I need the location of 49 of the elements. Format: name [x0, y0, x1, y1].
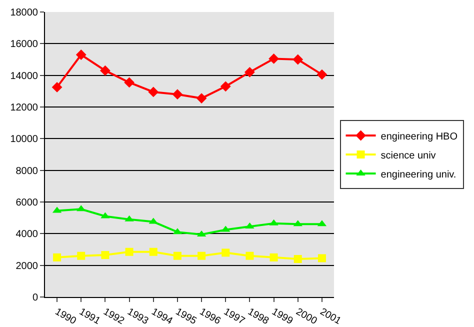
y-tick-label: 8000: [16, 166, 38, 177]
point: [198, 252, 206, 260]
point: [172, 89, 183, 100]
point: [173, 252, 182, 260]
legend-label: engineering univ.: [380, 169, 456, 180]
point: [148, 86, 159, 98]
y-tick-label: 10000: [10, 134, 38, 146]
point: [125, 248, 134, 256]
x-tick-label: 1994: [149, 306, 175, 327]
point: [124, 77, 134, 88]
point: [222, 248, 230, 257]
point: [292, 54, 304, 65]
point: [196, 93, 207, 104]
x-tick-label: 1992: [101, 306, 126, 327]
x-tick-label: 2001: [318, 306, 344, 327]
point: [52, 82, 62, 92]
x-tick-label: 1995: [173, 306, 199, 327]
point: [244, 66, 255, 78]
point: [268, 54, 279, 64]
point: [101, 251, 110, 260]
point: [220, 81, 231, 92]
point: [316, 69, 328, 80]
y-tick-label: 2000: [16, 260, 38, 272]
x-tick-label: 1993: [125, 306, 150, 327]
x-tick-label: 2000: [294, 306, 320, 327]
y-tick-label: 6000: [16, 198, 38, 208]
y-tick-label: 4000: [16, 229, 38, 240]
x-tick-label: 1991: [77, 306, 102, 327]
legend-label: engineering HBO: [380, 131, 458, 142]
y-tick-label: 0: [32, 292, 38, 304]
y-tick-label: 12000: [10, 102, 38, 114]
point: [246, 252, 254, 260]
x-tick-label: 1990: [53, 306, 78, 327]
point: [100, 65, 110, 76]
point: [318, 254, 326, 262]
x-tick-label: 1996: [198, 306, 223, 327]
y-tick-label: 16000: [10, 39, 38, 50]
x-tick-label: 1999: [270, 306, 295, 327]
y-tick-label: 18000: [10, 8, 38, 18]
x-tick-label: 1998: [246, 306, 271, 327]
point: [270, 253, 278, 262]
y-tick-label: 14000: [10, 70, 38, 82]
point: [149, 248, 158, 256]
point: [53, 253, 62, 262]
point: [294, 255, 302, 263]
point: [76, 50, 86, 60]
point: [77, 252, 86, 260]
x-tick-label: 1997: [222, 306, 247, 327]
legend-label: science univ: [380, 150, 436, 162]
